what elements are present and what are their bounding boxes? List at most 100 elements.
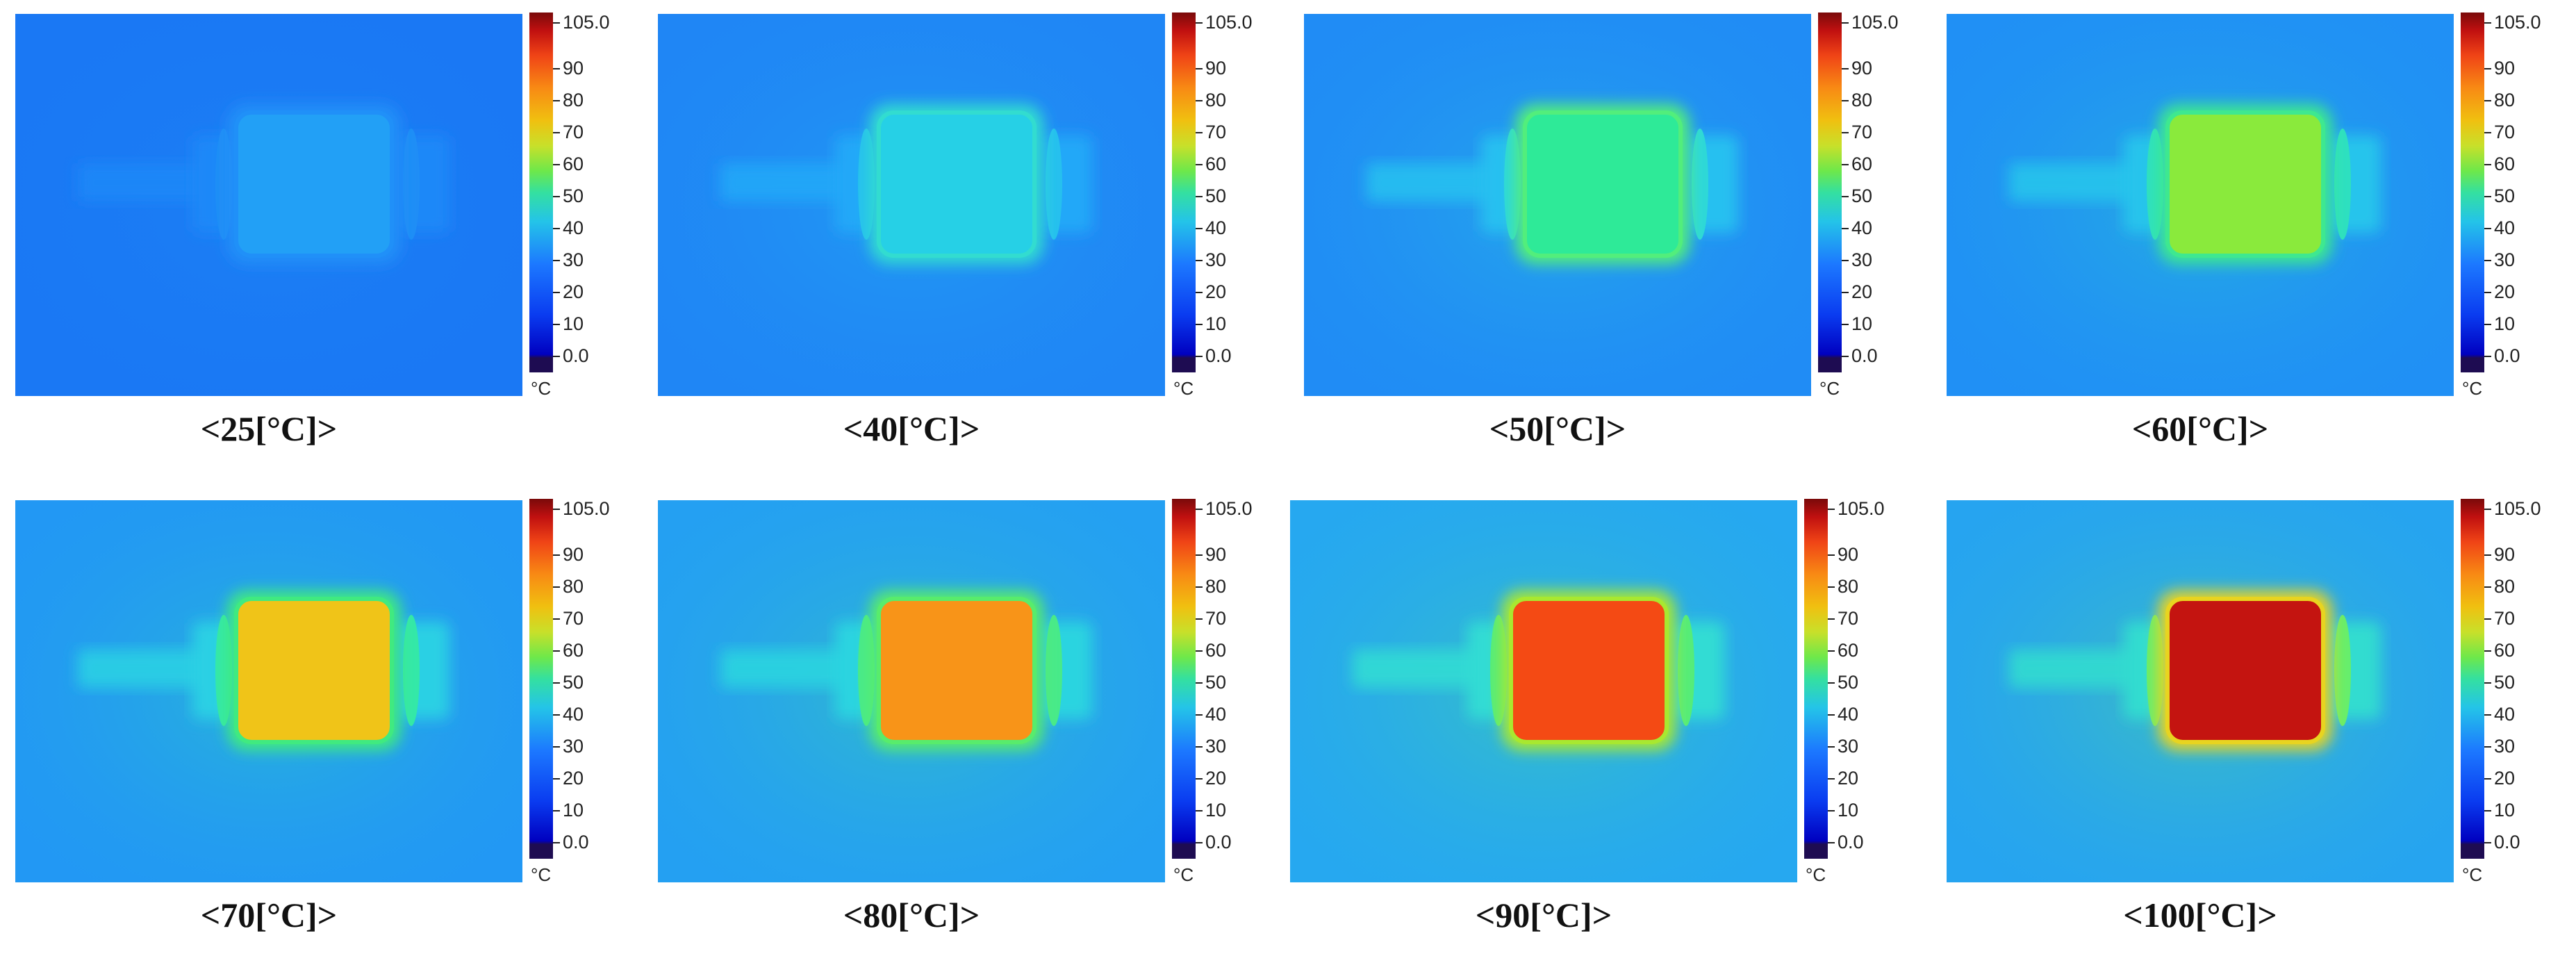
scale-tick (1828, 714, 1835, 716)
scale-tick-label: 30 (1851, 249, 1873, 270)
scale-tick (1842, 164, 1849, 165)
scale-tick-label: 10 (1851, 313, 1873, 334)
scale-tick-label: 90 (1838, 544, 1859, 565)
temperature-color-scale (2461, 499, 2484, 859)
scale-tick (553, 778, 560, 780)
scale-tick (1196, 292, 1203, 293)
scale-tick (1828, 618, 1835, 620)
scale-tick (2484, 778, 2491, 780)
scale-tick-label: 0.0 (563, 345, 589, 366)
shaft (720, 650, 859, 688)
scale-tick-label: 105.0 (1205, 498, 1253, 519)
flange-right (403, 129, 420, 240)
scale-tick (2484, 682, 2491, 684)
thermal-image (1304, 14, 1811, 396)
scale-tick-label: 90 (563, 544, 584, 565)
scale-tick-label: 90 (1205, 58, 1227, 79)
motor-body (2165, 110, 2325, 258)
scale-tick (553, 132, 560, 133)
scale-tick-label: 30 (1838, 736, 1859, 757)
scale-tick-label: 70 (1205, 608, 1227, 629)
scale-tick-label: 40 (1838, 704, 1859, 725)
scale-tick-label: 70 (563, 608, 584, 629)
flange-right (403, 615, 420, 726)
scale-tick-label: 70 (563, 122, 584, 142)
scale-tick (2484, 650, 2491, 652)
temperature-caption: <80[°C]> (843, 896, 980, 934)
scale-tick (1196, 22, 1203, 24)
scale-tick (1842, 356, 1849, 357)
thermal-image (1290, 500, 1797, 882)
scale-tick-label: 0.0 (2494, 832, 2520, 852)
scale-tick (553, 650, 560, 652)
scale-tick (1196, 554, 1203, 556)
scale-tick (1842, 22, 1849, 24)
thermal-panel: 105.0 90 80 70 60 50 40 30 20 10 0.0 °C <60[°C]> (1931, 0, 2557, 452)
scale-tick-label: 80 (563, 90, 584, 110)
scale-tick (1196, 509, 1203, 510)
shaft (1367, 163, 1505, 201)
scale-tick-label: 80 (2494, 576, 2516, 597)
shaft (78, 650, 217, 688)
scale-tick (1196, 714, 1203, 716)
scale-tick (1196, 356, 1203, 357)
scale-tick-label: 40 (1205, 704, 1227, 725)
shaft (2009, 650, 2148, 688)
scale-tick (2484, 260, 2491, 261)
scale-tick-label: 10 (1205, 800, 1227, 821)
scale-tick (1842, 100, 1849, 101)
scale-tick-label: 10 (563, 800, 584, 821)
scale-tick-label: 50 (563, 672, 584, 693)
thermal-image (658, 14, 1165, 396)
scale-tick (1196, 778, 1203, 780)
temperature-color-scale (1804, 499, 1828, 859)
scale-tick (1828, 778, 1835, 780)
scale-tick (2484, 196, 2491, 197)
scale-tick (1196, 164, 1203, 165)
scale-tick-label: 105.0 (563, 12, 610, 33)
motor-body (1523, 110, 1683, 258)
scale-tick (2484, 810, 2491, 811)
scale-tick (2484, 292, 2491, 293)
scale-tick (2484, 22, 2491, 24)
scale-tick-label: 10 (2494, 313, 2516, 334)
scale-tick (2484, 356, 2491, 357)
temperature-caption: <60[°C]> (2131, 409, 2269, 448)
scale-tick-label: 20 (563, 281, 584, 302)
thermal-panel: 105.0 90 80 70 60 50 40 30 20 10 0.0 °C <40[°C]> (643, 0, 1268, 452)
scale-tick (2484, 100, 2491, 101)
scale-tick-label: 30 (563, 736, 584, 757)
scale-tick-label: 60 (563, 154, 584, 174)
motor-body (1509, 597, 1669, 744)
scale-tick-label: 40 (1205, 217, 1227, 238)
thermal-panel: 105.0 90 80 70 60 50 40 30 20 10 0.0 °C <80[°C]> (643, 486, 1268, 938)
temperature-color-scale (2461, 13, 2484, 372)
scale-tick-label: 50 (563, 186, 584, 206)
scale-tick-label: 20 (1838, 768, 1859, 789)
scale-tick (553, 509, 560, 510)
scale-tick (2484, 714, 2491, 716)
scale-tick (1196, 324, 1203, 325)
scale-tick-label: 80 (2494, 90, 2516, 110)
scale-tick-label: 50 (1205, 672, 1227, 693)
scale-tick (2484, 842, 2491, 843)
scale-tick-label: 60 (1205, 154, 1227, 174)
scale-tick (553, 228, 560, 229)
scale-tick (553, 810, 560, 811)
scale-unit: °C (1806, 864, 1826, 885)
scale-tick-label: 30 (1205, 736, 1227, 757)
scale-tick (1842, 228, 1849, 229)
scale-tick (1828, 810, 1835, 811)
scale-tick (2484, 746, 2491, 748)
scale-tick-label: 20 (2494, 768, 2516, 789)
scale-tick-label: 20 (1205, 281, 1227, 302)
scale-tick-label: 90 (1851, 58, 1873, 79)
thermal-image (15, 500, 522, 882)
flange-right (1692, 129, 1708, 240)
scale-tick-label: 105.0 (1838, 498, 1885, 519)
scale-unit: °C (1173, 864, 1194, 885)
flange-right (2334, 129, 2351, 240)
scale-tick (1196, 586, 1203, 588)
scale-tick (1196, 100, 1203, 101)
scale-tick-label: 10 (1205, 313, 1227, 334)
